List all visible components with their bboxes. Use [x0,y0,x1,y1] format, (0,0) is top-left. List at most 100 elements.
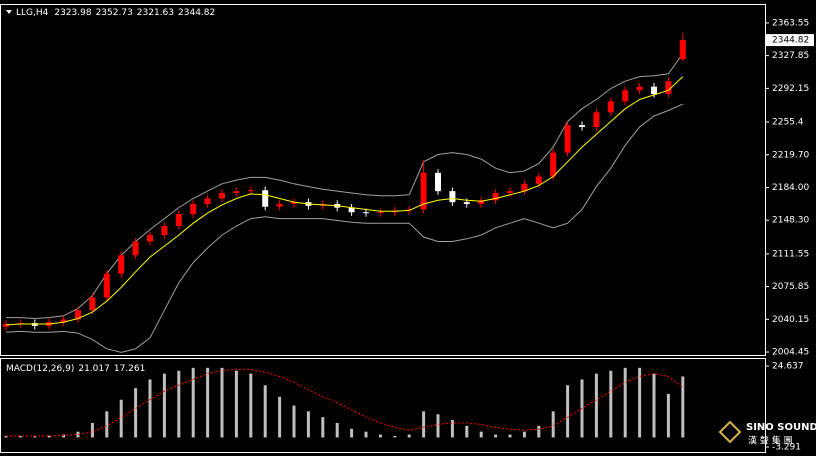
macd-bar [566,385,570,438]
macd-bar [4,436,8,438]
macd-bar [522,431,526,438]
macd-bar [508,434,512,438]
macd-bar [90,422,94,438]
candle-body [60,319,67,323]
candle-body [276,203,283,207]
macd-bar [263,385,267,438]
macd-bar [350,428,354,438]
macd-bar [335,422,339,438]
macd-bar [609,370,613,438]
y-tick-label: 2184.00 [772,183,809,193]
main-pane-frame [0,4,766,356]
candle-body [507,191,513,193]
macd-bar [551,411,555,438]
candle-body [233,191,240,193]
candle-body [363,212,369,214]
candle-body [147,235,153,242]
macd-bar [638,367,642,438]
macd-bar [47,435,51,438]
macd-bar [105,411,109,438]
macd-bar [479,431,483,438]
macd-bar [220,367,224,438]
candle-body [492,192,499,201]
macd-bar [134,388,138,438]
y-tick-label: 2363.55 [772,18,809,28]
macd-bar [422,411,426,438]
candle-body [75,310,81,320]
price-label: 2344.82 [772,36,809,46]
candle-body [348,207,355,213]
symbol-title: LLG,H4 2323.98 2352.73 2321.63 2344.82 [16,8,215,18]
candle-body [219,192,225,199]
candle-body [89,297,96,311]
candle-body [622,90,629,102]
candle-body [636,86,643,91]
y-tick-label: -3.291 [772,443,801,453]
candle-body [161,225,168,236]
candle-body [103,273,110,298]
macd-title: MACD(12,26,9) 21.017 17.261 [6,364,145,374]
candle-body [449,191,456,203]
signal-line [6,368,684,437]
candle-body [435,172,441,192]
macd-bar [292,405,296,438]
macd-bar [666,393,670,438]
macd-bar [537,425,541,438]
watermark-subtitle: 漢 聲 集 團 [748,435,793,447]
candle-body [550,152,557,177]
candle-body [478,200,485,204]
y-tick-label: 2255.4 [772,118,804,128]
candle-body [463,202,470,204]
candle-body [291,202,297,204]
macd-bar [465,425,469,438]
candle-body [564,125,571,153]
macd-bar [62,434,66,438]
macd-bar [393,436,397,438]
y-tick-label: 2075.85 [772,282,809,292]
y-tick-label: 2292.15 [772,84,809,94]
y-tick-label: 2111.55 [772,249,809,259]
watermark-logo [718,420,742,444]
macd-bar [623,367,627,438]
collapse-arrow[interactable] [6,10,12,14]
candle-body [132,241,139,256]
candle-body [535,176,542,184]
macd-bar [206,367,210,438]
macd-bar [234,370,238,438]
y-tick-label: 2327.85 [772,51,809,61]
candle-body [679,40,686,60]
macd-bar [450,420,454,438]
candle-body [579,125,585,127]
macd-bar [177,370,181,438]
y-tick-label: 2004.45 [772,348,809,358]
candle-body [665,81,672,94]
y-tick-label: 24.637 [772,362,804,372]
candle-body [377,212,384,214]
macd-bar [321,417,325,438]
candle-body [262,190,269,207]
macd-bar [249,373,253,438]
y-tick-label: 2148.30 [772,216,809,226]
macd-pane-frame [0,358,766,453]
watermark: SINO SOUND 漢 聲 集 團 [718,420,816,447]
candle-body [521,183,528,192]
macd-bar [306,411,310,438]
macd-bar [436,414,440,438]
lower-band [5,103,684,353]
macd-bar [18,436,22,438]
candle-body [175,214,182,226]
candle-body [651,86,657,94]
candle-body [204,198,211,204]
macd-bar [494,434,498,438]
candle-body [118,255,125,274]
macd-bar [278,396,282,438]
macd-bar [594,373,598,438]
candle-body [593,112,600,127]
macd-bar [652,373,656,438]
macd-bar [148,379,152,438]
candle-body [420,172,427,210]
macd-bar [378,434,382,438]
macd-bar [407,434,411,438]
candle-body [190,203,197,215]
